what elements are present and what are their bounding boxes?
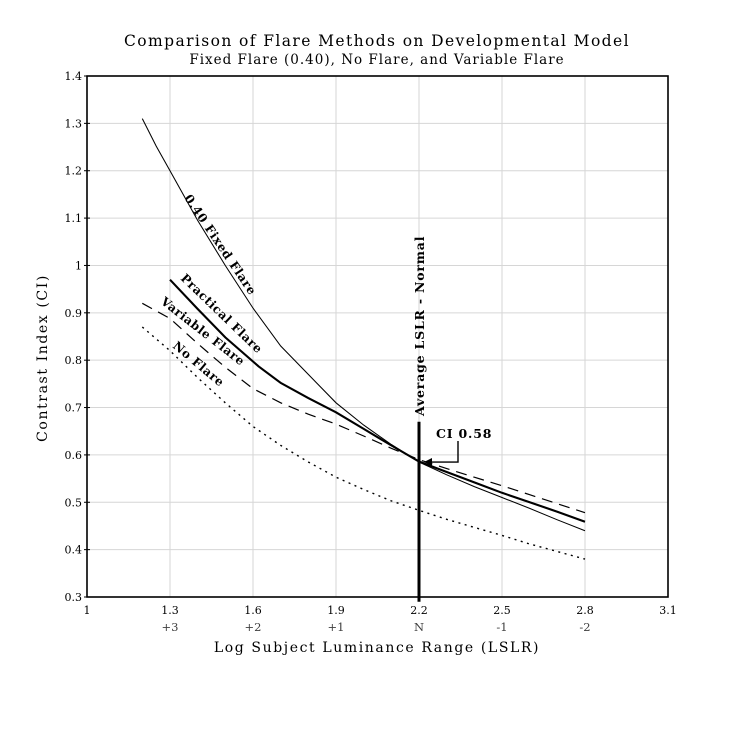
y-tick-label: 1 [75,259,82,272]
y-tick-label: 0.6 [65,449,83,462]
x-tick-label: 3.1 [659,604,677,617]
x-secondary-label: -2 [579,620,590,634]
x-secondary-label: +1 [328,620,345,634]
curve-no-flare [141,326,586,560]
curve-practical-flare [169,278,586,523]
x-secondary-label: -1 [496,620,507,634]
y-tick-label: 0.3 [65,591,83,604]
x-tick-label: 1.9 [327,604,345,617]
y-tick-label: 1.3 [65,117,83,130]
ci-annotation-arrow [424,441,459,467]
y-axis-ticks [84,75,90,598]
y-tick-label: 0.8 [65,354,83,367]
x-secondary-label: +2 [245,620,262,634]
x-axis-title: Log Subject Luminance Range (LSLR) [214,640,540,656]
x-secondary-label: N [414,620,424,634]
x-tick-label: 2.8 [576,604,594,617]
y-tick-label: 0.5 [65,496,83,509]
y-tick-label: 0.9 [65,307,83,320]
chart-subtitle: Fixed Flare (0.40), No Flare, and Variab… [189,52,564,68]
annotation-arrowhead [424,458,432,467]
x-tick-label: 1.6 [244,604,262,617]
y-axis-tick-labels: 0.3 0.4 0.5 0.6 0.7 0.8 0.9 1 1.1 1.2 1.3 1.4 [65,70,83,604]
x-tick-label: 1.3 [161,604,179,617]
curve-variable-flare [142,302,586,514]
x-tick-label: 1 [84,604,91,617]
plot-border [86,75,669,598]
ci-annotation-label: CI 0.58 [436,426,492,441]
x-tick-label: 2.2 [410,604,428,617]
y-tick-label: 0.7 [65,402,83,415]
x-axis-tick-labels: 1 1.3 1.6 1.9 2.2 2.5 2.8 3.1 [84,604,677,617]
y-tick-label: 1.1 [65,212,83,225]
chart-title: Comparison of Flare Methods on Developme… [124,32,630,50]
gridlines [87,76,668,597]
marker-label-average-lslr-normal: Average LSLR - Normal [412,236,427,417]
y-tick-label: 0.4 [65,544,83,557]
x-tick-label: 2.5 [493,604,511,617]
series-curves [141,118,586,560]
curve-0-40-fixed-flare [141,118,586,532]
y-tick-label: 1.2 [65,165,83,178]
y-tick-label: 1.4 [65,70,83,83]
y-axis-title: Contrast Index (CI) [35,274,51,442]
x-secondary-label: +3 [162,620,179,634]
x-axis-secondary-labels: +3 +2 +1 N -1 -2 [162,620,591,634]
annotation-arrow-line [431,441,459,463]
